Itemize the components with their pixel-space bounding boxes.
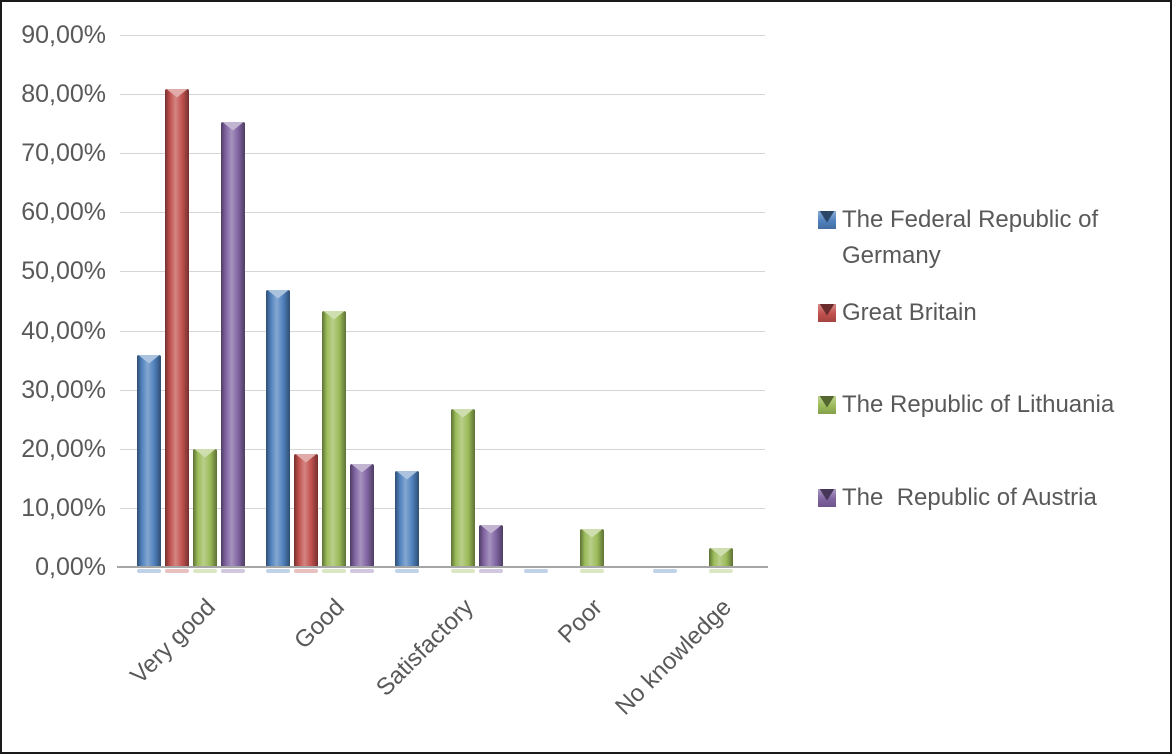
bar-top-bevel xyxy=(580,529,604,538)
legend-item-great-britain: Great Britain xyxy=(818,295,977,331)
legend-swatch-icon xyxy=(818,396,836,414)
legend-swatch-icon xyxy=(818,211,836,229)
bar-top-bevel xyxy=(221,122,245,131)
bar-top-bevel xyxy=(165,89,189,98)
bar-base-shadow xyxy=(580,569,604,573)
bar-top-highlight xyxy=(138,355,160,364)
bar-top-bevel xyxy=(294,454,318,463)
bar-top-bevel xyxy=(266,290,290,299)
bar-the-federal-republic-of-germany-very-good xyxy=(137,355,161,567)
gridline xyxy=(120,153,765,154)
bar-base-shadow xyxy=(653,569,677,573)
bar-top-bevel xyxy=(479,525,503,534)
bar-the-republic-of-lithuania-poor xyxy=(580,529,604,567)
y-axis-tick-label: 50,00% xyxy=(21,257,106,285)
bar-base-shadow xyxy=(294,569,318,573)
gridline xyxy=(120,94,765,95)
bar-base-shadow xyxy=(137,569,161,573)
bar-great-britain-very-good xyxy=(165,89,189,567)
gridline xyxy=(120,331,765,332)
legend-item-the-republic-of-lithuania: The Republic of Lithuania xyxy=(818,387,1114,423)
bar-top-highlight xyxy=(581,529,603,538)
bar-top-highlight xyxy=(710,548,732,557)
bar-great-britain-good xyxy=(294,454,318,567)
bar-the-republic-of-austria-satisfactory xyxy=(479,525,503,567)
gridline xyxy=(120,449,765,450)
bar-the-republic-of-lithuania-no-knowledge xyxy=(709,548,733,567)
bar-top-highlight xyxy=(166,89,188,98)
bar-top-bevel xyxy=(322,311,346,320)
y-axis-tick-label: 40,00% xyxy=(21,317,106,345)
y-axis-tick-label: 30,00% xyxy=(21,376,106,404)
y-axis-tick-label: 80,00% xyxy=(21,80,106,108)
bar-base-shadow xyxy=(524,569,548,573)
y-axis-tick-label: 0,00% xyxy=(35,553,106,581)
bar-the-republic-of-austria-good xyxy=(350,464,374,567)
legend-item-the-republic-of-austria: The Republic of Austria xyxy=(818,480,1097,516)
y-axis-tick-label: 20,00% xyxy=(21,435,106,463)
bar-base-shadow xyxy=(479,569,503,573)
bar-top-bevel xyxy=(137,355,161,364)
y-axis-tick-label: 70,00% xyxy=(21,139,106,167)
bar-top-highlight xyxy=(222,122,244,131)
legend-swatch-bevel xyxy=(819,396,835,408)
gridline xyxy=(120,35,765,36)
legend-swatch-bevel xyxy=(819,211,835,223)
bar-top-highlight xyxy=(295,454,317,463)
bar-top-bevel xyxy=(193,449,217,458)
y-axis-tick-label: 90,00% xyxy=(21,21,106,49)
gridline xyxy=(120,508,765,509)
legend-label: The Republic of Austria xyxy=(842,484,1097,511)
gridline xyxy=(120,271,765,272)
gridline xyxy=(120,212,765,213)
bar-base-shadow xyxy=(322,569,346,573)
bar-top-bevel xyxy=(709,548,733,557)
bar-top-highlight xyxy=(267,290,289,299)
bar-top-bevel xyxy=(350,464,374,473)
bar-base-shadow xyxy=(165,569,189,573)
bar-top-highlight xyxy=(323,311,345,320)
bar-base-shadow xyxy=(395,569,419,573)
legend-label: The Federal Republic of Germany xyxy=(842,206,1105,269)
legend-swatch-icon xyxy=(818,304,836,322)
bar-the-republic-of-lithuania-good xyxy=(322,311,346,567)
bar-base-shadow xyxy=(350,569,374,573)
legend-label: The Republic of Lithuania xyxy=(842,391,1115,418)
y-axis-tick-label: 10,00% xyxy=(21,494,106,522)
bar-top-highlight xyxy=(351,464,373,473)
bar-top-highlight xyxy=(396,471,418,480)
bar-top-bevel xyxy=(395,471,419,480)
bar-the-republic-of-lithuania-satisfactory xyxy=(451,409,475,567)
bar-the-republic-of-austria-very-good xyxy=(221,122,245,567)
bar-base-shadow xyxy=(221,569,245,573)
bar-the-federal-republic-of-germany-good xyxy=(266,290,290,567)
legend-swatch-bevel xyxy=(819,304,835,316)
legend-label: Great Britain xyxy=(842,299,977,326)
bar-base-shadow xyxy=(193,569,217,573)
bar-top-highlight xyxy=(480,525,502,534)
bar-top-bevel xyxy=(451,409,475,418)
bar-top-highlight xyxy=(194,449,216,458)
legend-swatch-icon xyxy=(818,489,836,507)
bar-base-shadow xyxy=(266,569,290,573)
bar-base-shadow xyxy=(709,569,733,573)
bar-the-federal-republic-of-germany-satisfactory xyxy=(395,471,419,567)
y-axis-tick-label: 60,00% xyxy=(21,198,106,226)
legend-item-the-federal-republic-of-germany: The Federal Republic of Germany xyxy=(818,202,1168,274)
bar-base-shadow xyxy=(451,569,475,573)
bar-the-republic-of-lithuania-very-good xyxy=(193,449,217,567)
legend-swatch-bevel xyxy=(819,489,835,501)
x-axis-line xyxy=(117,566,768,568)
gridline xyxy=(120,390,765,391)
bar-top-highlight xyxy=(452,409,474,418)
